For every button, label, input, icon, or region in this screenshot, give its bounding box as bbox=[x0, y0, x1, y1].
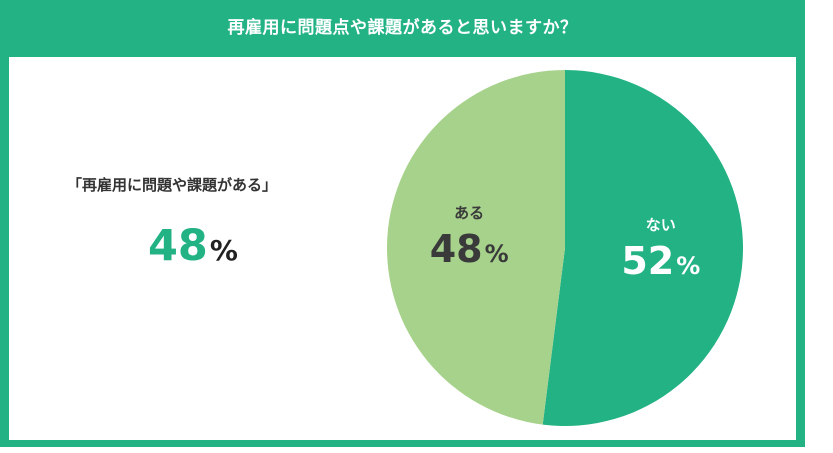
pie-chart: ない 52% ある 48% bbox=[386, 70, 743, 426]
chart-panel: 「再雇用に問題や課題がある」 48% ない 52% ある 48% bbox=[9, 57, 796, 440]
slice-category-label: ない bbox=[646, 216, 676, 234]
summary-value: 48% bbox=[148, 221, 238, 271]
slice-value-label: 48% bbox=[430, 227, 509, 271]
pie-slice-0 bbox=[542, 70, 743, 426]
summary-number: 48 bbox=[148, 221, 208, 271]
slice-category-label: ある bbox=[454, 204, 484, 222]
summary-label: 「再雇用に問題や課題がある」 bbox=[67, 176, 278, 194]
chart-title: 再雇用に問題点や課題があると思いますか？ bbox=[227, 18, 578, 38]
summary-unit: % bbox=[209, 234, 238, 267]
pie-slice-1 bbox=[386, 70, 565, 425]
slice-value-label: 52% bbox=[621, 239, 700, 283]
